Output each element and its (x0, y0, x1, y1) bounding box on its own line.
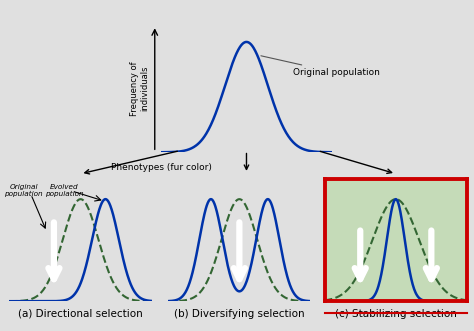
Text: (b) Diversifying selection: (b) Diversifying selection (174, 308, 305, 318)
Text: Frequency of
individuals: Frequency of individuals (130, 61, 149, 116)
Text: Phenotypes (fur color): Phenotypes (fur color) (111, 163, 211, 172)
Text: (c) Stabilizing selection: (c) Stabilizing selection (335, 308, 457, 318)
Text: Original
population: Original population (4, 184, 43, 197)
Text: (a) Directional selection: (a) Directional selection (18, 308, 143, 318)
Text: Original population: Original population (261, 56, 380, 77)
Text: Evolved
population: Evolved population (46, 184, 84, 197)
